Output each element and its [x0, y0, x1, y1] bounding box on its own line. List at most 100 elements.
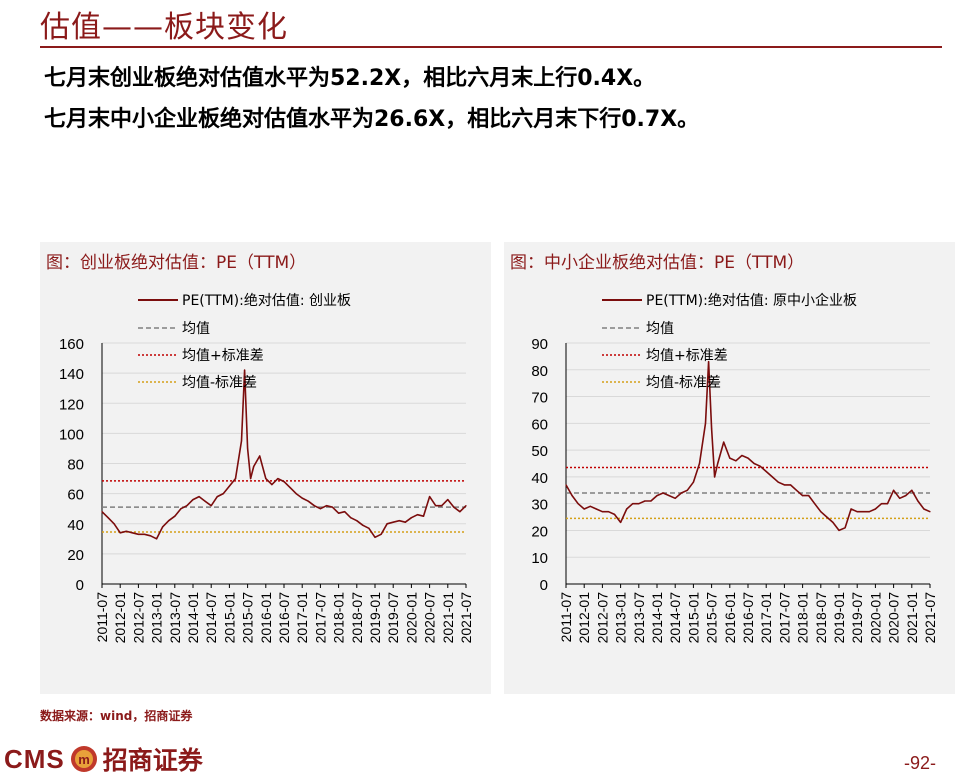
- x-tick-label: 2013-07: [631, 592, 647, 644]
- data-point: [844, 527, 846, 529]
- chart-chinext: 0 20 40 60 80 100 120 140 160 2011-07 2012-01 2012-…: [59, 293, 474, 644]
- data-point: [149, 535, 152, 537]
- y-tick-label: 10: [531, 550, 548, 567]
- data-point: [198, 496, 200, 498]
- summary-line-2: 七月末中小企业板绝对估值水平为26.6X，相比六月末下行0.7X。: [44, 107, 700, 132]
- data-point: [228, 485, 230, 487]
- x-tick-label: 2013-07: [167, 592, 183, 644]
- data-point: [125, 530, 127, 532]
- data-point: [435, 505, 437, 507]
- data-point: [759, 465, 761, 467]
- data-point: [180, 508, 182, 510]
- x-tick-label: 2014-07: [203, 592, 219, 644]
- data-point: [589, 505, 591, 507]
- data-point: [380, 533, 382, 535]
- data-point: [880, 503, 883, 505]
- data-point: [313, 505, 315, 507]
- data-point: [668, 495, 670, 497]
- y-tick-label: 40: [67, 517, 84, 534]
- data-point: [247, 447, 249, 450]
- data-point: [325, 505, 328, 507]
- data-point: [131, 532, 133, 534]
- data-point: [723, 441, 725, 443]
- data-point: [595, 508, 597, 510]
- data-source: 数据来源：wind，招商证券: [40, 709, 193, 723]
- x-tick-label: 2017-07: [312, 592, 328, 644]
- data-point: [429, 496, 431, 498]
- data-point: [571, 495, 573, 497]
- y-tick-label: 60: [67, 487, 84, 504]
- legend-plus-std: 均值+标准差: [646, 348, 728, 364]
- data-point: [250, 477, 252, 480]
- data-point: [899, 497, 901, 499]
- data-point: [917, 500, 919, 502]
- y-tick-label: 80: [531, 363, 548, 380]
- y-tick-label: 70: [531, 390, 548, 407]
- data-point: [422, 515, 425, 517]
- chart-panel-sme: 图：中小企业板绝对估值：PE（TTM） 0 10 20 30 40 50 60 70 80 90 2…: [504, 242, 955, 694]
- x-tick-label: 2015-01: [685, 592, 701, 644]
- data-point: [765, 470, 767, 473]
- data-point: [143, 533, 146, 535]
- x-tick-label: 2014-01: [185, 592, 201, 644]
- data-point: [874, 508, 876, 510]
- data-point: [692, 481, 694, 483]
- data-point: [234, 477, 237, 480]
- legend-mean: 均值: [646, 321, 674, 337]
- x-tick-label: 2021-07: [922, 592, 938, 644]
- x-tick-label: 2021-01: [440, 592, 456, 644]
- cms-logo: CMS m 招商证券: [4, 742, 203, 776]
- logo-text: CMS: [4, 743, 65, 774]
- data-point: [137, 533, 139, 535]
- data-point: [650, 500, 652, 502]
- x-tick-label: 2020-01: [403, 592, 419, 644]
- x-tick-label: 2020-07: [422, 592, 438, 644]
- data-point: [107, 517, 109, 519]
- x-tick-label: 2019-01: [367, 592, 383, 644]
- data-point: [301, 497, 303, 499]
- legend-minus-std: 均值-标准差: [182, 375, 257, 391]
- x-tick-label: 2021-07: [458, 592, 474, 644]
- x-tick-label: 2018-07: [349, 592, 365, 644]
- data-point: [416, 514, 419, 516]
- y-tick-label: 120: [59, 396, 84, 413]
- data-point: [620, 521, 622, 524]
- x-tick-label: 2015-01: [221, 592, 237, 644]
- data-point: [777, 481, 779, 483]
- data-point: [656, 495, 658, 497]
- x-tick-label: 2012-01: [576, 592, 592, 644]
- data-point: [374, 536, 376, 538]
- legend-plus-std: 均值+标准差: [182, 348, 264, 364]
- logo-text-cn: 招商证券: [102, 746, 203, 775]
- data-point: [686, 489, 688, 491]
- x-tick-label: 2014-07: [667, 592, 683, 644]
- data-point: [601, 511, 603, 513]
- page-title: 估值——板块变化: [40, 10, 288, 45]
- logo-emblem-icon: m: [70, 746, 97, 772]
- data-point: [814, 503, 816, 505]
- data-point: [192, 499, 194, 501]
- data-point: [747, 457, 749, 459]
- data-point: [398, 520, 400, 522]
- data-point: [338, 512, 340, 514]
- y-tick-label: 160: [59, 336, 84, 353]
- data-point: [101, 511, 103, 513]
- data-point: [271, 483, 273, 486]
- data-point: [253, 465, 255, 468]
- x-tick-label: 2011-07: [94, 592, 110, 643]
- x-tick-label: 2014-01: [649, 592, 665, 644]
- x-tick-label: 2021-01: [904, 592, 920, 644]
- data-point: [886, 503, 889, 505]
- data-point: [577, 503, 579, 505]
- data-point: [113, 523, 115, 525]
- data-point: [729, 457, 731, 459]
- data-point: [119, 532, 121, 534]
- data-point: [344, 511, 346, 513]
- data-point: [453, 506, 455, 508]
- y-tick-label: 0: [76, 577, 84, 594]
- x-tick-label: 2013-01: [149, 592, 165, 644]
- data-point: [386, 523, 388, 525]
- x-tick-label: 2012-07: [594, 592, 610, 644]
- x-tick-label: 2020-01: [867, 592, 883, 644]
- legend-series: PE(TTM):绝对估值: 创业板: [182, 293, 351, 309]
